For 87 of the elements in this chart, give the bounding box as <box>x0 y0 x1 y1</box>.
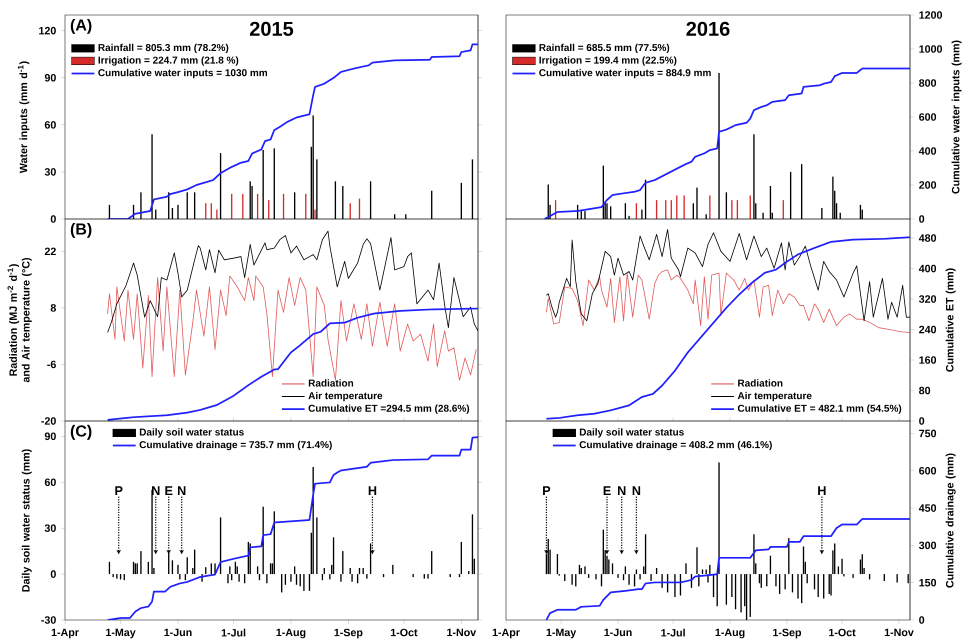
x-tick-label: 1-Jun <box>164 628 192 636</box>
x-tick-label: 1-Jul <box>661 628 685 637</box>
y2-tick-label: 600 <box>919 113 936 121</box>
y2-tick-label: 600 <box>919 467 936 475</box>
x-tick-label: 1-Sep <box>773 628 802 638</box>
legend-label: Radiation <box>738 379 782 387</box>
annotation: (B) <box>70 223 92 238</box>
y2-tick-label: 0 <box>919 616 924 624</box>
x-tick-label: 1-Aug <box>276 628 306 638</box>
legend-label: Cumulative ET =294.5 mm (28.6%) <box>308 404 470 414</box>
annotation: N <box>178 486 186 496</box>
x-tick-label: 1-Jun <box>604 628 632 636</box>
chart-title: 2015 <box>250 22 294 36</box>
annotation: P <box>543 486 550 496</box>
x-tick-label: 1-May <box>546 628 576 638</box>
y-tick-label: 0 <box>50 215 56 223</box>
line-series <box>107 276 477 381</box>
y-tick-label: 8 <box>50 304 56 312</box>
annotation: P <box>115 486 122 496</box>
line-series <box>546 518 910 620</box>
legend-label: Irrigation = 224.7 mm (21.8 %) <box>98 56 238 66</box>
y2-tick-label: 150 <box>919 579 936 587</box>
y2-tick-label: 450 <box>918 504 936 512</box>
x-tick-label: 1-Nov <box>884 628 914 636</box>
y2-tick-label: 0 <box>919 215 924 223</box>
y2-tick-label: 400 <box>918 264 936 272</box>
y2-tick-label: 80 <box>919 386 930 394</box>
y-tick-label: 60 <box>44 478 56 486</box>
x-tick-label: 1-Jul <box>222 628 246 637</box>
y-axis-title: Daily soil water status (mm) <box>22 449 32 592</box>
legend-label: Air temperature <box>308 392 382 402</box>
y2-tick-label: 480 <box>918 234 936 242</box>
y2-tick-label: 200 <box>919 181 936 189</box>
y2-tick-label: 750 <box>919 430 936 438</box>
y2-tick-label: 240 <box>919 326 936 334</box>
y-tick-label: 30 <box>44 524 56 532</box>
y2-tick-label: 320 <box>918 295 936 303</box>
legend-label: Cumulative water inputs = 884.9 mm <box>539 69 711 78</box>
legend-label: Irrigation = 199.4 mm (22.5%) <box>539 56 676 66</box>
annotation: (C) <box>70 425 92 440</box>
x-tick-label: 1-Oct <box>390 628 418 636</box>
y-tick-label: 22 <box>44 248 56 256</box>
x-tick-label: 1-Apr <box>492 628 520 638</box>
y2-tick-label: 800 <box>919 79 936 87</box>
y2-tick-label: 0 <box>919 417 924 425</box>
y2-tick-label: 160 <box>919 356 936 364</box>
legend-label: Cumulative drainage = 735.7 mm (71.4%) <box>140 440 332 450</box>
y2-axis-title: Cumulative ET (mm) <box>946 268 956 372</box>
y-tick-label: 120 <box>39 27 56 35</box>
y2-tick-label: 1200 <box>919 11 942 19</box>
x-tick-label: 1-Aug <box>716 628 744 638</box>
x-tick-label: 1-May <box>106 628 136 638</box>
y-tick-label: -20 <box>41 417 56 425</box>
legend-label: Rainfall = 805.3 mm (78.2%) <box>98 44 228 54</box>
annotation: E <box>165 486 172 496</box>
legend-label: Cumulative ET = 482.1 mm (54.5%) <box>738 404 902 414</box>
y-axis-title: Water inputs (mm d$^{-1}$) <box>18 61 30 174</box>
y2-tick-label: 300 <box>918 542 936 550</box>
legend-label: Radiation <box>308 379 354 387</box>
legend-label: Rainfall = 685.5 mm (77.5%) <box>539 44 670 54</box>
annotation: H <box>368 486 376 496</box>
legend-label: Air temperature <box>738 392 812 402</box>
annotation: N <box>632 486 640 496</box>
annotation: (A) <box>70 19 92 34</box>
annotation: H <box>818 486 826 496</box>
y2-tick-label: 400 <box>918 147 936 155</box>
y-tick-label: -30 <box>41 616 56 624</box>
legend-label: Daily soil water status <box>580 428 684 438</box>
y-tick-label: 60 <box>44 121 56 129</box>
y-tick-label: 90 <box>44 74 56 82</box>
y-tick-label: -6 <box>47 360 56 368</box>
legend-label: Daily soil water status <box>140 428 244 438</box>
chart-title: 2016 <box>686 22 730 36</box>
legend-label: Cumulative drainage = 408.2 mm (46.1%) <box>580 440 772 450</box>
y2-axis-title: Cumulative drainage (mm) <box>946 454 956 588</box>
y2-axis-title: Cumulative water inputs (mm) <box>952 40 962 194</box>
annotation: N <box>618 486 626 496</box>
y-tick-label: 90 <box>44 432 56 440</box>
y2-tick-label: 1000 <box>919 45 942 53</box>
x-tick-label: 1-Sep <box>334 628 362 638</box>
x-tick-label: 1-Apr <box>52 628 79 638</box>
y-tick-label: 0 <box>50 570 56 578</box>
y-tick-label: 30 <box>44 168 56 176</box>
x-tick-label: 1-Oct <box>829 628 856 636</box>
legend-label: Cumulative water inputs = 1030 mm <box>98 69 268 78</box>
x-tick-label: 1-Nov <box>447 628 476 636</box>
annotation: E <box>604 486 611 496</box>
